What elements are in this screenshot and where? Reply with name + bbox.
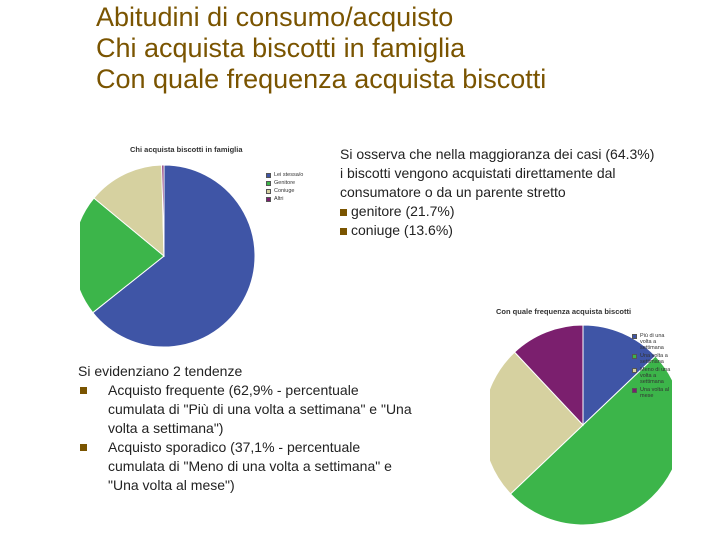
legend-label: Più di una volta a settimana xyxy=(640,333,665,351)
bullet-text: genitore (21.7%) xyxy=(351,203,455,219)
legend-item: Più di una volta a settimana xyxy=(632,333,672,351)
legend-item: Una volta a settimana xyxy=(632,353,672,365)
pie-slice xyxy=(93,164,165,258)
note-right: Si osserva che nella maggioranza dei cas… xyxy=(340,145,660,240)
legend-label: Una volta al mese xyxy=(640,387,670,399)
legend-item: Altri xyxy=(266,196,336,202)
legend-swatch xyxy=(266,197,271,202)
title-line-3: Con quale frequenza acquista biscotti xyxy=(96,64,547,94)
legend-swatch xyxy=(632,354,637,359)
pie-chart-svg xyxy=(490,324,672,526)
legend-label: Lei stessa/o xyxy=(274,172,304,178)
bullet-icon xyxy=(80,387,87,394)
legend-item: Meno di una volta a settimana xyxy=(632,367,672,385)
note-right-text: Si osserva che nella maggioranza dei cas… xyxy=(340,146,655,200)
legend-label: Meno di una volta a settimana xyxy=(640,367,671,385)
pie-slice xyxy=(92,164,256,348)
note-left: Si evidenziano 2 tendenze Acquisto frequ… xyxy=(78,362,438,495)
pie-slice xyxy=(80,197,165,314)
bullet-icon xyxy=(340,227,347,235)
bullet-text: Acquisto frequente (62,9% - percentuale … xyxy=(108,382,412,436)
pie-chart-svg xyxy=(80,164,256,348)
bullet-icon xyxy=(340,208,347,216)
legend-item: Lei stessa/o xyxy=(266,172,336,178)
title-line-1: Abitudini di consumo/acquisto xyxy=(96,2,454,32)
legend-swatch xyxy=(632,388,637,393)
chart-title: Chi acquista biscotti in famiglia xyxy=(130,145,243,154)
legend-swatch xyxy=(632,334,637,339)
note-left-bullet-1: Acquisto frequente (62,9% - percentuale … xyxy=(78,381,438,438)
pie-chart-frequenza: Con quale frequenza acquista biscotti Pi… xyxy=(490,300,672,535)
slide-title: Abitudini di consumo/acquisto Chi acquis… xyxy=(96,2,696,95)
pie-slice xyxy=(161,164,165,257)
legend-swatch xyxy=(266,173,271,178)
title-line-2: Chi acquista biscotti in famiglia xyxy=(96,33,466,63)
pie-slice xyxy=(513,324,584,427)
legend-item: Genitore xyxy=(266,180,336,186)
legend-swatch xyxy=(632,368,637,373)
legend-swatch xyxy=(266,189,271,194)
legend-label: Coniuge xyxy=(274,188,295,194)
chart-legend: Lei stessa/o Genitore Coniuge Altri xyxy=(266,172,336,204)
legend-label: Genitore xyxy=(274,180,296,186)
note-left-bullet-2: Acquisto sporadico (37,1% - percentuale … xyxy=(78,438,438,495)
bullet-text: coniuge (13.6%) xyxy=(351,222,453,238)
pie-slice xyxy=(490,351,584,495)
legend-swatch xyxy=(266,181,271,186)
legend-label: Altri xyxy=(274,196,284,202)
bullet-icon xyxy=(80,444,87,451)
pie-slice xyxy=(509,355,672,526)
pie-slice xyxy=(582,324,657,427)
legend-item: Una volta al mese xyxy=(632,387,672,399)
legend-item: Coniuge xyxy=(266,188,336,194)
bullet-text: Acquisto sporadico (37,1% - percentuale … xyxy=(108,439,392,493)
note-right-bullet-1: genitore (21.7%) xyxy=(340,202,660,221)
chart-title: Con quale frequenza acquista biscotti xyxy=(496,307,632,316)
chart-legend: Più di una volta a settimana Una volta a … xyxy=(632,333,672,401)
legend-label: Una volta a settimana xyxy=(640,353,668,365)
pie-chart-chi-acquista: Chi acquista biscotti in famiglia Lei st… xyxy=(80,138,338,350)
note-right-bullet-2: coniuge (13.6%) xyxy=(340,221,660,240)
note-left-heading: Si evidenziano 2 tendenze xyxy=(78,363,243,379)
